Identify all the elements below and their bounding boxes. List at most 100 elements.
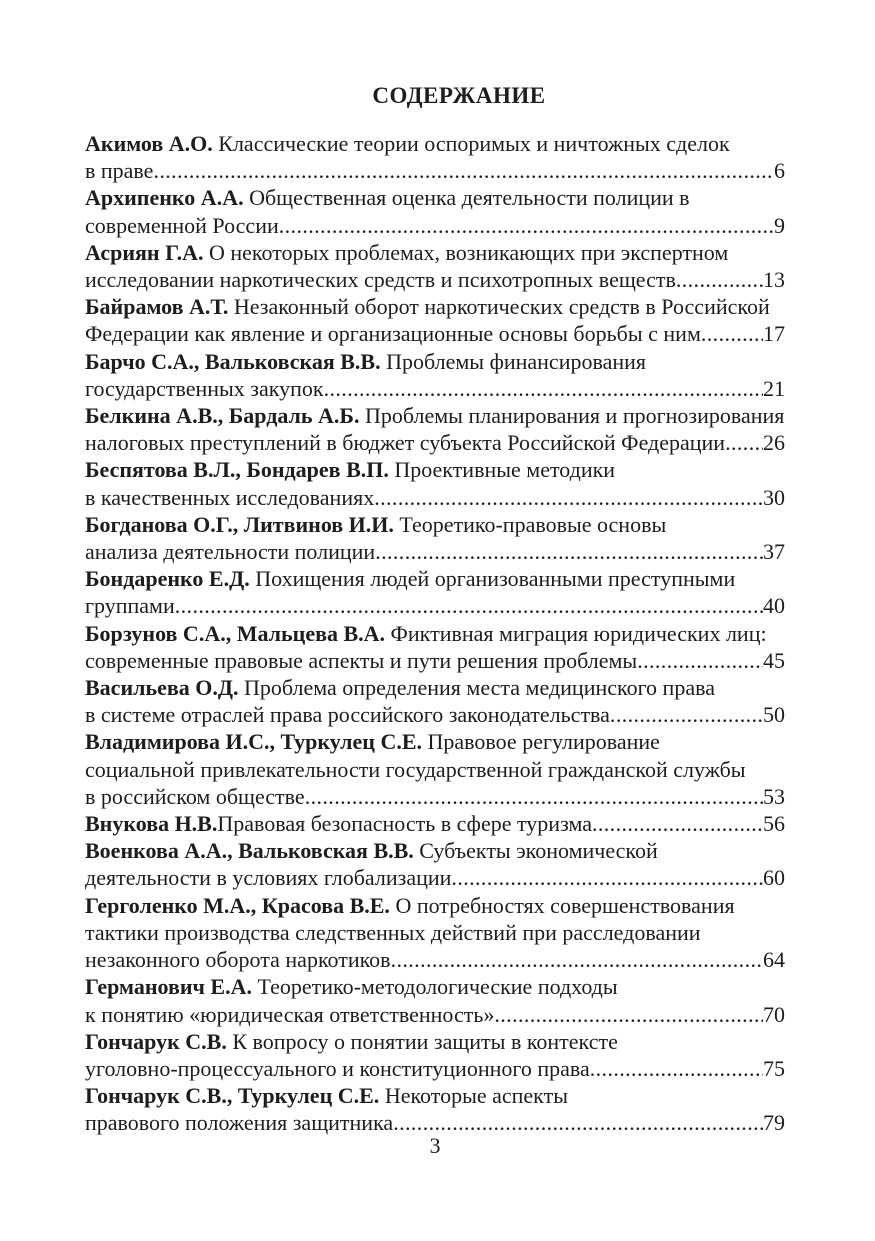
entry-title-text: Общественная оценка деятельности полиции… bbox=[243, 185, 690, 211]
entry-title-text: исследовании наркотических средств и пси… bbox=[85, 267, 676, 293]
entry-line: социальной привлекательности государстве… bbox=[85, 756, 785, 783]
entry-line: Беспятова В.Л., Бондарев В.П. Проективны… bbox=[85, 456, 785, 483]
entry-line: в российском обществе...................… bbox=[85, 783, 785, 810]
dot-leader: ........................................… bbox=[589, 1055, 763, 1081]
dot-leader: ........................................… bbox=[374, 484, 763, 510]
entry-line: незаконного оборота наркотиков..........… bbox=[85, 946, 785, 973]
dot-leader: ........................................… bbox=[494, 1001, 763, 1027]
toc-entry: Борзунов С.А., Мальцева В.А. Фиктивная м… bbox=[85, 620, 785, 674]
entry-authors: Бондаренко Е.Д. bbox=[85, 566, 250, 592]
entry-line: Асриян Г.А. О некоторых проблемах, возни… bbox=[85, 239, 785, 266]
entry-line: Барчо С.А., Вальковская В.В. Проблемы фи… bbox=[85, 348, 785, 375]
toc-entry: Внукова Н.В. Правовая безопасность в сфе… bbox=[85, 810, 785, 837]
entry-title-text: в качественных исследованиях bbox=[85, 484, 375, 510]
dot-leader: ........................................… bbox=[591, 811, 763, 837]
toc-entry: Богданова О.Г., Литвинов И.И. Теоретико-… bbox=[85, 511, 785, 565]
toc-entry: Акимов А.О. Классические теории оспоримы… bbox=[85, 130, 785, 184]
page-number: 17 bbox=[763, 321, 785, 347]
entry-title-text: к понятию «юридическая ответственность» bbox=[85, 1001, 495, 1027]
toc-entry: Гончарук С.В., Туркулец С.Е. Некоторые а… bbox=[85, 1082, 785, 1136]
dot-leader: ........................................… bbox=[609, 702, 763, 728]
page-number: 37 bbox=[763, 539, 785, 565]
page-number: 21 bbox=[763, 375, 785, 401]
toc-entry: Владимирова И.С., Туркулец С.Е. Правовое… bbox=[85, 728, 785, 810]
entry-line: Военкова А.А., Вальковская В.В. Субъекты… bbox=[85, 837, 785, 864]
dot-leader: ........................................… bbox=[451, 865, 763, 891]
entry-title-text: деятельности в условиях глобализации bbox=[85, 865, 452, 891]
entry-title-text: государственных закупок bbox=[85, 375, 324, 401]
entry-title-text: Субъекты экономической bbox=[413, 838, 658, 864]
entry-title-text: уголовно-процессуального и конституционн… bbox=[85, 1055, 590, 1081]
entry-title-text: Федерации как явление и организационные … bbox=[85, 321, 701, 347]
entry-line: группами................................… bbox=[85, 592, 785, 619]
entry-authors: Барчо С.А., Вальковская В.В. bbox=[85, 348, 381, 374]
entry-authors: Герголенко М.А., Красова В.Е. bbox=[85, 892, 390, 918]
entry-line: Федерации как явление и организационные … bbox=[85, 320, 785, 347]
entry-line: тактики производства следственных действ… bbox=[85, 919, 785, 946]
entry-line: налоговых преступлений в бюджет субъекта… bbox=[85, 429, 785, 456]
entry-line: Белкина А.В., Бардаль А.Б. Проблемы план… bbox=[85, 402, 785, 429]
dot-leader: ........................................… bbox=[153, 158, 774, 184]
page-number: 50 bbox=[763, 702, 785, 728]
page-number: 30 bbox=[763, 484, 785, 510]
entry-line: Гончарук С.В. К вопросу о понятии защиты… bbox=[85, 1028, 785, 1055]
entry-title-text: Проблемы планирования и прогнозирования bbox=[359, 403, 785, 429]
entry-title-text: Похищения людей организованными преступн… bbox=[249, 566, 736, 592]
entry-title-text: тактики производства следственных действ… bbox=[85, 919, 701, 945]
entry-line: Богданова О.Г., Литвинов И.И. Теоретико-… bbox=[85, 511, 785, 538]
entry-title-text: Классические теории оспоримых и ничтожны… bbox=[212, 131, 730, 156]
entry-title-text: группами bbox=[85, 593, 175, 619]
entry-authors: Белкина А.В., Бардаль А.Б. bbox=[85, 403, 360, 429]
entry-line: Байрамов А.Т. Незаконный оборот наркотич… bbox=[85, 293, 785, 320]
toc-entry: Байрамов А.Т. Незаконный оборот наркотич… bbox=[85, 293, 785, 347]
entry-title-text: К вопросу о понятии защиты в контексте bbox=[226, 1028, 618, 1054]
entry-line: в качественных исследованиях............… bbox=[85, 484, 785, 511]
entry-authors: Беспятова В.Л., Бондарев В.П. bbox=[85, 457, 389, 483]
entry-title-text: в российском обществе bbox=[85, 783, 305, 809]
entry-authors: Внукова Н.В. bbox=[85, 811, 218, 837]
toc-entry: Барчо С.А., Вальковская В.В. Проблемы фи… bbox=[85, 348, 785, 402]
entry-title-text: незаконного оборота наркотиков bbox=[85, 947, 391, 973]
entry-authors: Гончарук С.В. bbox=[85, 1028, 227, 1054]
toc-entry: Беспятова В.Л., Бондарев В.П. Проективны… bbox=[85, 456, 785, 510]
entry-title-text: Проблема определения места медицинского … bbox=[238, 675, 715, 701]
toc-entries: Акимов А.О. Классические теории оспоримы… bbox=[85, 130, 785, 1137]
toc-entry: Белкина А.В., Бардаль А.Б. Проблемы план… bbox=[85, 402, 785, 456]
page-number: 60 bbox=[763, 865, 785, 891]
entry-title-text: в системе отраслей права российского зак… bbox=[85, 702, 610, 728]
entry-title-text: налоговых преступлений в бюджет субъекта… bbox=[85, 430, 726, 456]
entry-line: в праве.................................… bbox=[85, 157, 785, 184]
entry-line: современные правовые аспекты и пути реше… bbox=[85, 647, 785, 674]
entry-title-text: Проективные методики bbox=[388, 457, 616, 483]
entry-line: к понятию «юридическая ответственность».… bbox=[85, 1001, 785, 1028]
entry-line: Владимирова И.С., Туркулец С.Е. Правовое… bbox=[85, 728, 785, 755]
entry-line: исследовании наркотических средств и пси… bbox=[85, 266, 785, 293]
entry-line: современной России......................… bbox=[85, 212, 785, 239]
toc-entry: Асриян Г.А. О некоторых проблемах, возни… bbox=[85, 239, 785, 293]
toc-entry: Германович Е.А. Теоретико-методологическ… bbox=[85, 973, 785, 1027]
entry-title-text: Фиктивная миграция юридических лиц: bbox=[385, 620, 767, 646]
entry-title-text: Правовая безопасность в сфере туризма bbox=[217, 811, 592, 837]
entry-line: в системе отраслей права российского зак… bbox=[85, 701, 785, 728]
toc-entry: Герголенко М.А., Красова В.Е. О потребно… bbox=[85, 892, 785, 974]
dot-leader: ........................................… bbox=[393, 1110, 763, 1136]
page-number: 75 bbox=[763, 1055, 785, 1081]
entry-title-text: Проблемы финансирования bbox=[380, 348, 646, 374]
entry-line: Герголенко М.А., Красова В.Е. О потребно… bbox=[85, 892, 785, 919]
page-number: 26 bbox=[763, 430, 785, 456]
page-number: 45 bbox=[763, 647, 785, 673]
page-number: 53 bbox=[763, 783, 785, 809]
page-number: 56 bbox=[763, 811, 785, 837]
entry-title-text: Правовое регулирование bbox=[422, 729, 660, 755]
page-number: 79 bbox=[763, 1110, 785, 1136]
page-number: 13 bbox=[763, 267, 785, 293]
entry-line: Акимов А.О. Классические теории оспоримы… bbox=[85, 130, 785, 157]
toc-entry: Гончарук С.В. К вопросу о понятии защиты… bbox=[85, 1028, 785, 1082]
entry-authors: Богданова О.Г., Литвинов И.И. bbox=[85, 511, 394, 537]
entry-line: анализа деятельности полиции............… bbox=[85, 538, 785, 565]
entry-title-text: современной России bbox=[85, 212, 279, 238]
entry-authors: Асриян Г.А. bbox=[85, 239, 204, 265]
entry-line: Васильева О.Д. Проблема определения мест… bbox=[85, 674, 785, 701]
entry-title-text: современные правовые аспекты и пути реше… bbox=[85, 647, 638, 673]
